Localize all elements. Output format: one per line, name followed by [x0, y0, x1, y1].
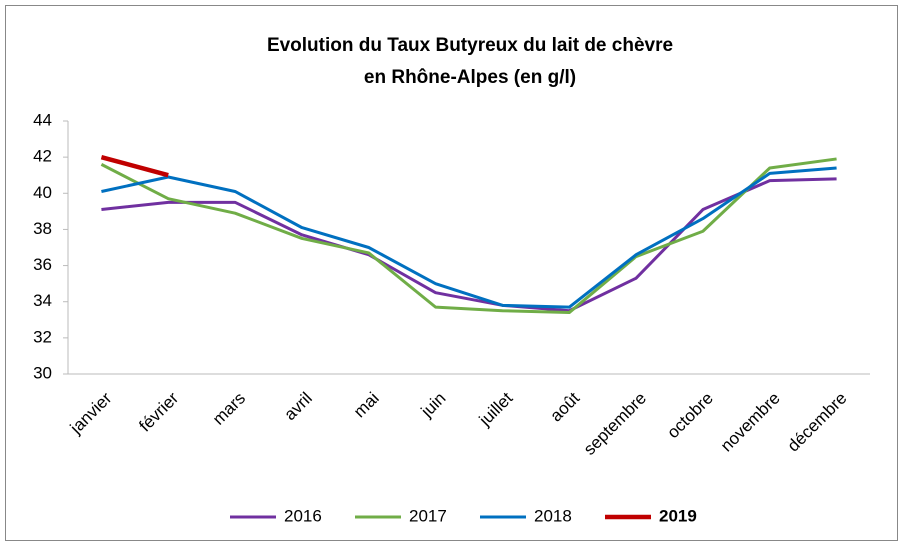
line-series	[101, 166, 837, 309]
y-tick-label: 36	[33, 255, 52, 274]
y-tick-label: 44	[33, 110, 52, 129]
y-tick-label: 38	[33, 219, 52, 238]
chart-title: Evolution du Taux Butyreux du lait de ch…	[267, 35, 673, 56]
line-series	[100, 154, 169, 178]
legend-label: 2019	[659, 506, 697, 525]
line-series	[100, 157, 837, 315]
y-tick-label: 40	[33, 183, 52, 202]
legend-label: 2016	[284, 506, 322, 525]
chart-frame	[5, 5, 898, 541]
line-series	[101, 177, 837, 313]
y-tick-label: 32	[33, 327, 52, 346]
y-tick-label: 30	[33, 363, 52, 382]
legend-label: 2018	[534, 506, 572, 525]
chart-title: en Rhône-Alpes (en g/l)	[364, 67, 576, 88]
y-tick-label: 42	[33, 147, 52, 166]
legend-label: 2017	[409, 506, 447, 525]
y-tick-label: 34	[33, 291, 52, 310]
